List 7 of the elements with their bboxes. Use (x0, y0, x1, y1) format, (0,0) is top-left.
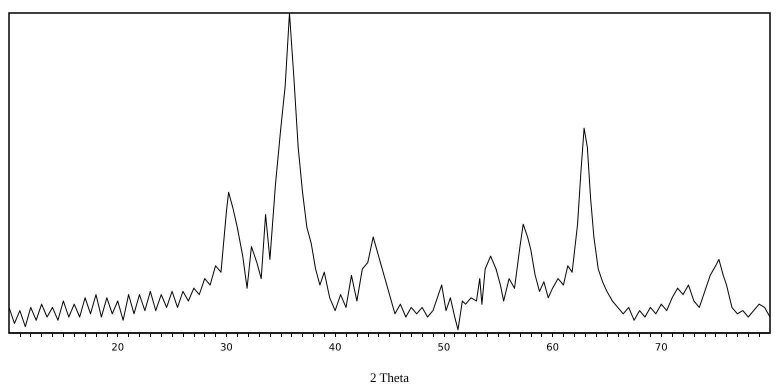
x-tick-label: 60 (546, 342, 559, 354)
x-tick-label: 20 (111, 342, 124, 354)
x-tick-label: 70 (654, 342, 668, 354)
x-tick-label: 40 (328, 342, 342, 354)
x-tick-label: 50 (437, 342, 450, 354)
x-axis-title: 2 Theta (370, 370, 410, 385)
x-tick-label: 30 (220, 342, 233, 354)
